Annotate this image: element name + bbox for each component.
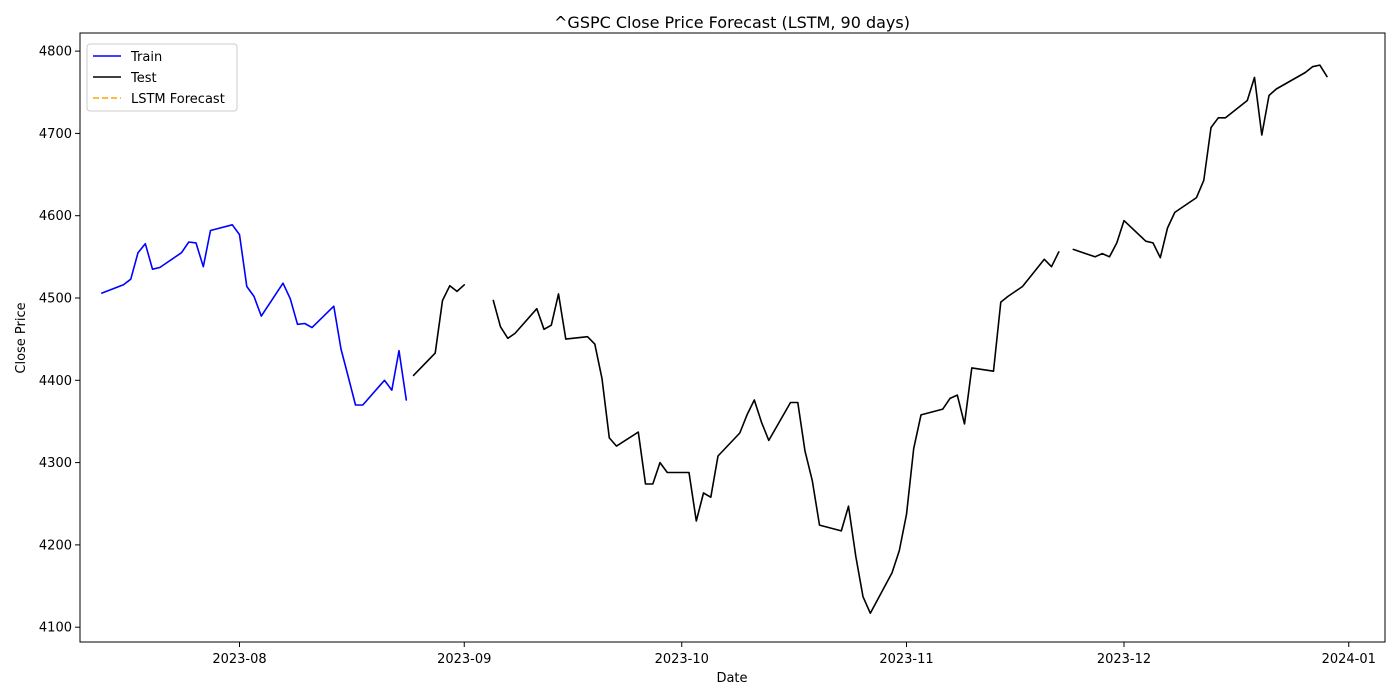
plot-lines xyxy=(101,64,1328,615)
x-tick-label: 2023-10 xyxy=(655,652,709,667)
y-tick-label: 4400 xyxy=(39,374,72,389)
x-tick-label: 2023-12 xyxy=(1097,652,1151,667)
x-tick-label: 2024-01 xyxy=(1322,652,1376,667)
legend-label-test: Test xyxy=(130,71,157,86)
series-line-train-1 xyxy=(101,224,408,406)
x-axis: 2023-08 2023-09 2023-10 2023-11 2023-12 2024-… xyxy=(212,642,1376,667)
y-tick-label: 4600 xyxy=(39,209,72,224)
y-tick-label: 4700 xyxy=(39,127,72,142)
y-axis-label: Close Price xyxy=(14,302,29,373)
y-tick-label: 4800 xyxy=(39,45,72,60)
legend: Train Test LSTM Forecast xyxy=(86,43,238,112)
x-tick-label: 2023-11 xyxy=(879,652,933,667)
y-tick-label: 4200 xyxy=(39,538,72,553)
x-tick-label: 2023-08 xyxy=(212,652,266,667)
y-tick-label: 4300 xyxy=(39,456,72,471)
series-line-test-1 xyxy=(412,283,466,377)
y-tick-label: 4500 xyxy=(39,291,72,306)
series-line-test-3 xyxy=(1072,64,1328,259)
x-tick-label: 2023-09 xyxy=(437,652,491,667)
y-axis: 4100 4200 4300 4400 4500 4600 4700 4800 xyxy=(39,45,80,636)
y-tick-label: 4100 xyxy=(39,621,72,636)
chart-title: ^GSPC Close Price Forecast (LSTM, 90 day… xyxy=(554,13,910,32)
series-line-test-2 xyxy=(492,251,1060,615)
legend-label-train: Train xyxy=(130,50,162,65)
legend-box xyxy=(86,43,238,112)
plot-frame xyxy=(79,32,1386,643)
legend-label-lstm-forecast: LSTM Forecast xyxy=(131,92,225,107)
x-axis-label: Date xyxy=(716,671,747,686)
